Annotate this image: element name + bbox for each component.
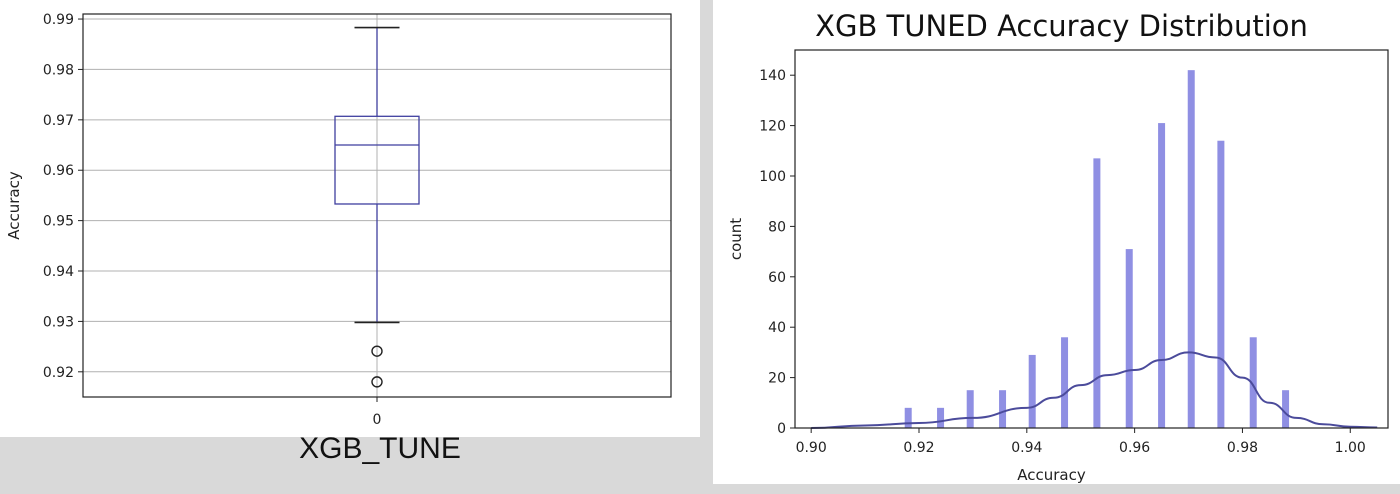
y-tick-label: 0	[777, 421, 786, 437]
y-tick-label: 0.94	[43, 264, 74, 280]
y-tick-label: 0.98	[43, 62, 74, 78]
histogram-bar	[1028, 354, 1036, 428]
histogram-bar	[1187, 70, 1195, 428]
histogram-bar	[1158, 123, 1166, 428]
plot-frame	[794, 49, 1389, 429]
histogram-bar	[1093, 158, 1101, 429]
chart-title: XGB TUNED Accuracy Distribution	[815, 9, 1308, 43]
outlier-point	[371, 345, 383, 357]
outlier-point	[371, 376, 383, 388]
x-axis-label: Accuracy	[1017, 466, 1086, 484]
y-tick-label: 0.99	[43, 12, 74, 28]
y-tick-label: 120	[759, 119, 786, 135]
x-tick-label: 0	[373, 412, 382, 428]
x-tick-label: 0.92	[903, 440, 934, 456]
y-tick-label: 0.93	[43, 314, 74, 330]
y-tick-label: 0.95	[43, 214, 74, 230]
box-plot-caption: XGB_TUNE	[299, 432, 461, 465]
y-axis-label: Accuracy	[5, 171, 23, 240]
x-tick-label: 0.94	[1011, 440, 1042, 456]
x-tick-label: 0.98	[1227, 440, 1258, 456]
y-tick-label: 0.92	[43, 365, 74, 381]
y-tick-label: 40	[768, 320, 786, 336]
y-tick-label: 0.96	[43, 163, 74, 179]
histogram-bar	[999, 390, 1007, 428]
x-tick-label: 0.90	[796, 440, 827, 456]
histogram-bar	[937, 407, 945, 428]
y-axis-label: count	[727, 218, 745, 260]
box-plot-panel: 0.92 0.93 0.94 0.95 0.96 0.97 0.98 0.99 0 Accurac…	[0, 0, 700, 437]
histogram-bar	[1125, 249, 1133, 428]
histogram-bar	[966, 390, 974, 428]
y-tick-label: 140	[759, 68, 786, 84]
y-tick-label: 80	[768, 219, 786, 235]
y-tick-label: 60	[768, 270, 786, 286]
histogram-bar	[1217, 140, 1225, 428]
box-plot: 0.92 0.93 0.94 0.95 0.96 0.97 0.98 0.99 0 Accurac…	[5, 12, 672, 428]
y-tick-label: 0.97	[43, 113, 74, 129]
histogram-panel: XGB TUNED Accuracy Distribution 0 20 40 60 80…	[713, 0, 1400, 484]
histogram-bar	[904, 407, 912, 428]
x-tick-label: 1.00	[1335, 440, 1366, 456]
y-tick-label: 100	[759, 169, 786, 185]
x-tick-label: 0.96	[1119, 440, 1150, 456]
histogram-bar	[1282, 390, 1290, 428]
kde-curve	[811, 351, 1378, 429]
interquartile-box	[334, 115, 420, 205]
histogram-chart: XGB TUNED Accuracy Distribution 0 20 40 60 80…	[727, 9, 1389, 484]
y-tick-label: 20	[768, 371, 786, 387]
histogram-bar	[1249, 337, 1257, 428]
histogram-bar	[1061, 337, 1069, 428]
